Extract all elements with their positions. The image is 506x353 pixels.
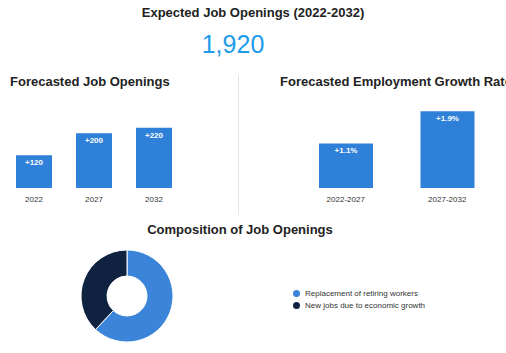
svg-text:2032: 2032 [145,195,163,204]
svg-text:2027-2032: 2027-2032 [428,195,467,204]
html-text:New jobs due to economic growt: New jobs due to economic growth [305,300,426,310]
html-text:Forecasted Job Openings: Forecasted Job Openings [10,74,170,89]
html-text:Composition of Job Openings: Composition of Job Openings [147,222,333,237]
html-text:1,920: 1,920 [201,30,265,58]
svg-text:2022-2027: 2022-2027 [327,195,366,204]
svg-text:+1.1%: +1.1% [335,146,358,155]
svg-text:2022: 2022 [25,195,43,204]
svg-text:+200: +200 [85,136,104,145]
svg-text:+1.9%: +1.9% [436,114,459,123]
html-text:Expected Job Openings (2022-20: Expected Job Openings (2022-2032) [141,5,365,20]
svg-text:+120: +120 [25,158,44,167]
svg-text:2027: 2027 [85,195,103,204]
html-text:Replacement of retiring worker: Replacement of retiring workers [305,288,418,298]
svg-text:+220: +220 [145,131,164,140]
